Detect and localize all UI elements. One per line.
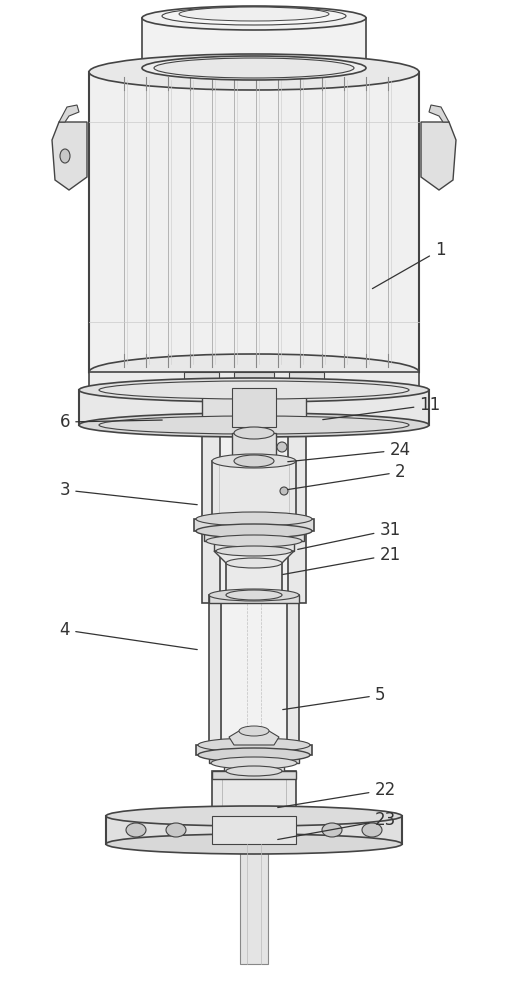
Bar — [204, 531, 304, 541]
Ellipse shape — [106, 806, 402, 826]
Polygon shape — [214, 551, 294, 563]
Text: 5: 5 — [283, 686, 385, 710]
Ellipse shape — [154, 58, 354, 78]
Text: 23: 23 — [278, 811, 396, 840]
Polygon shape — [52, 122, 87, 190]
Bar — [288, 423, 306, 603]
Ellipse shape — [226, 766, 282, 776]
Bar — [202, 423, 220, 603]
Bar — [209, 755, 299, 763]
Bar — [196, 745, 312, 755]
Bar — [89, 372, 419, 394]
Bar — [240, 844, 268, 964]
Ellipse shape — [198, 748, 310, 762]
Bar — [232, 433, 276, 461]
Bar — [240, 423, 268, 943]
Bar — [226, 563, 282, 595]
Ellipse shape — [234, 455, 274, 467]
Text: 3: 3 — [59, 481, 197, 505]
Ellipse shape — [280, 487, 288, 495]
Bar — [224, 763, 284, 771]
Ellipse shape — [322, 823, 342, 837]
Ellipse shape — [206, 535, 302, 547]
Ellipse shape — [212, 454, 296, 468]
Bar — [142, 18, 366, 68]
Ellipse shape — [198, 738, 310, 752]
Ellipse shape — [79, 413, 429, 437]
Bar — [209, 595, 221, 745]
Ellipse shape — [239, 726, 269, 736]
Bar — [232, 388, 276, 427]
Text: 6: 6 — [60, 413, 162, 431]
Ellipse shape — [277, 442, 287, 452]
Bar — [219, 423, 289, 603]
Bar — [212, 816, 296, 844]
Ellipse shape — [211, 757, 297, 769]
Text: 2: 2 — [288, 463, 405, 490]
Ellipse shape — [142, 6, 366, 30]
Text: 31: 31 — [298, 521, 401, 549]
Ellipse shape — [226, 590, 282, 600]
Bar — [221, 595, 287, 745]
Bar — [184, 372, 219, 394]
Bar — [287, 595, 299, 745]
Polygon shape — [59, 105, 79, 122]
Polygon shape — [429, 105, 449, 122]
Bar — [194, 519, 314, 531]
Bar — [212, 771, 296, 779]
Ellipse shape — [106, 834, 402, 854]
Bar — [202, 423, 306, 431]
Text: 24: 24 — [288, 441, 410, 462]
Ellipse shape — [126, 823, 146, 837]
Ellipse shape — [196, 524, 312, 538]
Ellipse shape — [196, 512, 312, 526]
Text: 11: 11 — [323, 396, 440, 420]
Bar — [234, 372, 274, 394]
Text: 22: 22 — [278, 781, 396, 808]
Ellipse shape — [89, 354, 419, 390]
Ellipse shape — [142, 56, 366, 80]
Ellipse shape — [99, 416, 409, 434]
Polygon shape — [421, 122, 456, 190]
Text: 1: 1 — [372, 241, 446, 289]
Bar — [202, 385, 306, 428]
Polygon shape — [229, 731, 279, 745]
Text: 4: 4 — [60, 621, 197, 650]
Ellipse shape — [166, 823, 186, 837]
Ellipse shape — [99, 381, 409, 399]
Bar — [79, 390, 429, 425]
Ellipse shape — [179, 7, 329, 21]
Ellipse shape — [234, 427, 274, 439]
Bar — [212, 461, 296, 519]
Bar — [106, 816, 402, 844]
Ellipse shape — [162, 7, 346, 25]
Ellipse shape — [89, 54, 419, 90]
Ellipse shape — [362, 823, 382, 837]
Ellipse shape — [216, 546, 292, 556]
Ellipse shape — [79, 378, 429, 402]
Bar — [212, 771, 296, 816]
Ellipse shape — [60, 149, 70, 163]
Bar — [214, 541, 294, 551]
Bar — [289, 372, 324, 394]
Text: 21: 21 — [283, 546, 401, 575]
Ellipse shape — [209, 589, 299, 601]
Ellipse shape — [226, 558, 282, 568]
Bar — [209, 595, 299, 603]
Bar — [89, 72, 419, 372]
